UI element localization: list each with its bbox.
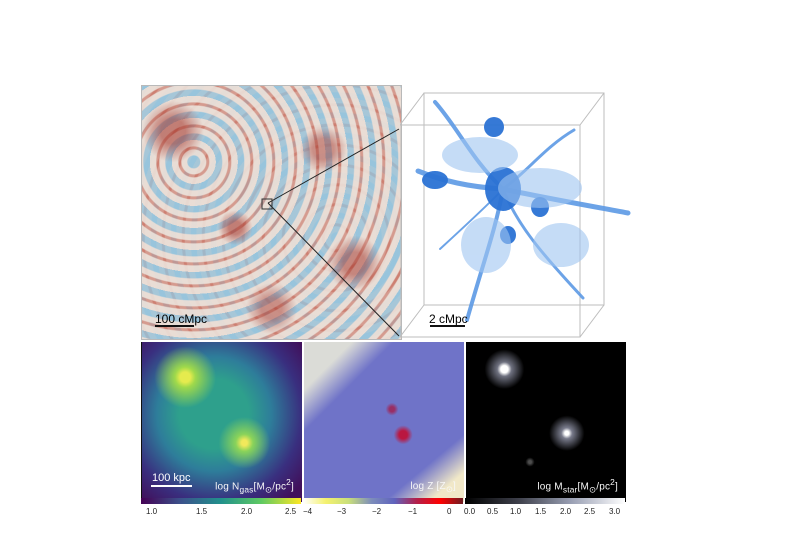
simulation-maps-row: 100 kpc log Ngas[M⊙/pc2] log Z [Z⊙] log … xyxy=(141,342,628,504)
gas-tick-3: 2.0 xyxy=(241,507,253,516)
gas-tick-1: 1.0 xyxy=(146,507,158,516)
bottom-scale-label: 100 kpc xyxy=(152,472,191,484)
gas-colorbar xyxy=(141,498,301,504)
star-tick-1: 0.0 xyxy=(464,507,476,516)
metal-tick-3: −2 xyxy=(372,507,382,516)
metallicity-map: log Z [Z⊙] xyxy=(304,342,464,502)
stellar-density-map: log Mstar[M⊙/pc2] xyxy=(466,342,626,502)
metal-tick-1: −4 xyxy=(303,507,313,516)
zoom-box xyxy=(261,198,273,210)
star-tick-3: 1.0 xyxy=(510,507,522,516)
metallicity-map-label: log Z [Z⊙] xyxy=(410,481,456,494)
gas-tick-4: 2.5 xyxy=(285,507,297,516)
zoom-connector-bottom xyxy=(267,202,400,337)
stellar-colorbar xyxy=(465,498,625,504)
metal-tick-5: 0 xyxy=(447,507,452,516)
star-tick-6: 2.5 xyxy=(584,507,596,516)
zoom-scale-label: 2 cMpc xyxy=(429,312,468,326)
left-scale-label: 100 cMpc xyxy=(155,312,208,326)
gas-map-label: log Ngas[M⊙/pc2] xyxy=(215,476,294,494)
metal-tick-2: −3 xyxy=(337,507,347,516)
stellar-map-label: log Mstar[M⊙/pc2] xyxy=(537,476,618,494)
star-tick-7: 3.0 xyxy=(609,507,621,516)
gas-column-density-map: 100 kpc log Ngas[M⊙/pc2] xyxy=(142,342,302,502)
star-tick-4: 1.5 xyxy=(535,507,547,516)
metal-tick-4: −1 xyxy=(408,507,418,516)
gas-tick-2: 1.5 xyxy=(196,507,208,516)
zoom-cube-panel xyxy=(400,92,631,338)
star-tick-2: 0.5 xyxy=(487,507,499,516)
large-scale-density-panel xyxy=(141,85,402,340)
metallicity-colorbar xyxy=(303,498,463,504)
zoom-connector-top xyxy=(267,128,400,204)
star-tick-5: 2.0 xyxy=(560,507,572,516)
